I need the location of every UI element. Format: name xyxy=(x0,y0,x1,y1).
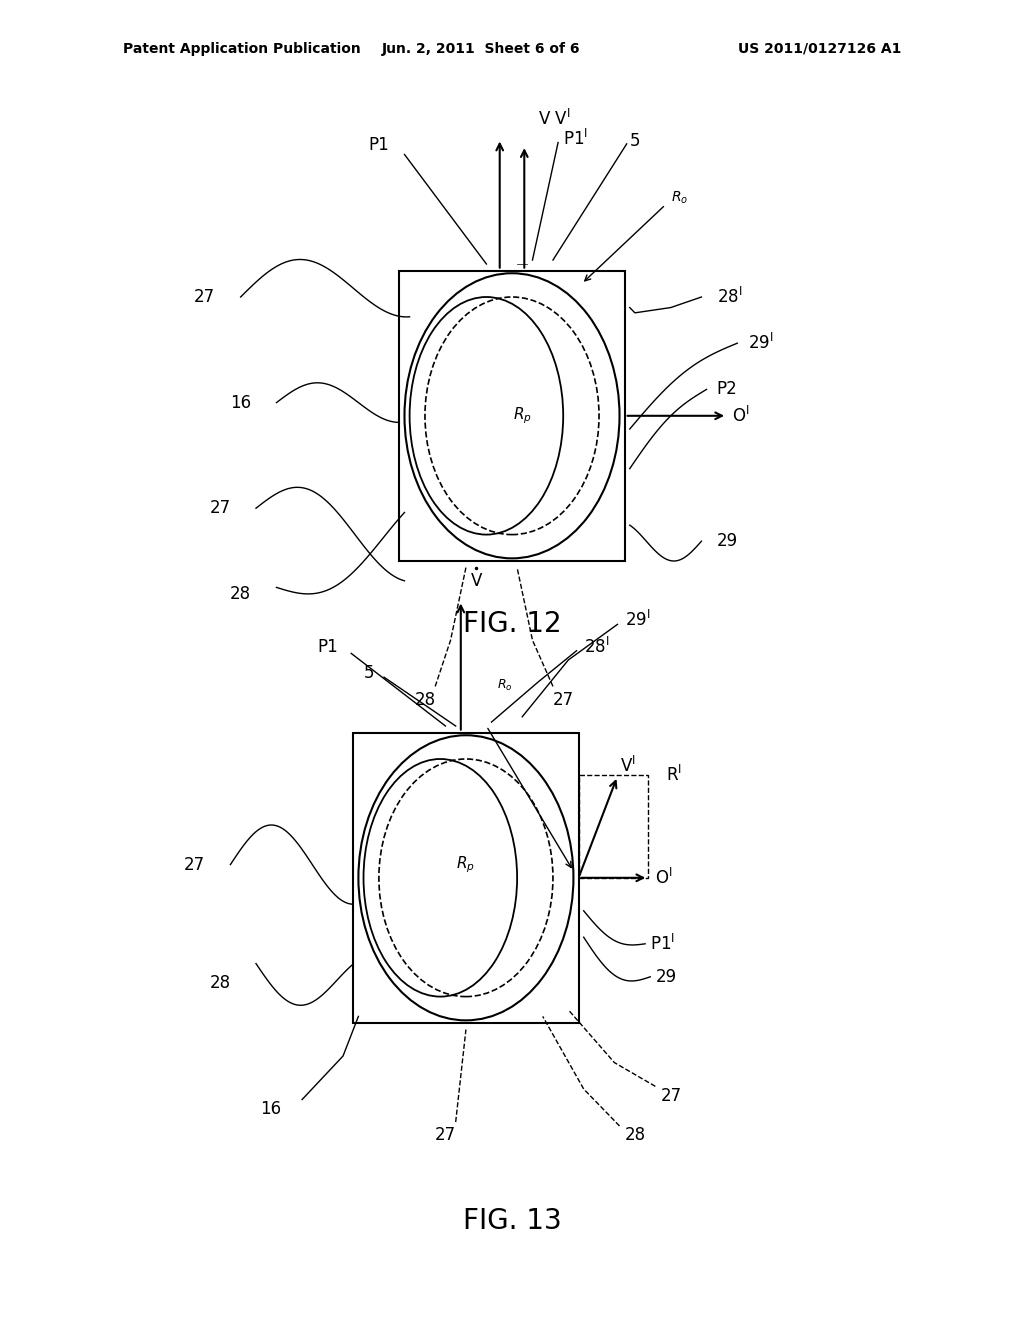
Text: 29: 29 xyxy=(655,968,677,986)
Text: 27: 27 xyxy=(553,690,573,709)
Text: 28$^\mathsf{I}$: 28$^\mathsf{I}$ xyxy=(584,636,609,657)
Text: 5: 5 xyxy=(364,664,374,682)
Text: 27: 27 xyxy=(194,288,215,306)
Text: Jun. 2, 2011  Sheet 6 of 6: Jun. 2, 2011 Sheet 6 of 6 xyxy=(382,42,581,55)
Text: 28: 28 xyxy=(209,974,230,993)
Text: $\mathit{R_p}$: $\mathit{R_p}$ xyxy=(513,405,531,426)
Text: 28: 28 xyxy=(229,585,251,603)
Text: Patent Application Publication: Patent Application Publication xyxy=(123,42,360,55)
Text: 29: 29 xyxy=(717,532,738,550)
Text: US 2011/0127126 A1: US 2011/0127126 A1 xyxy=(737,42,901,55)
Text: 29$^\mathsf{I}$: 29$^\mathsf{I}$ xyxy=(625,610,650,631)
Text: FIG. 12: FIG. 12 xyxy=(463,610,561,639)
Text: 16: 16 xyxy=(260,1100,282,1118)
Text: V V$^\mathsf{I}$: V V$^\mathsf{I}$ xyxy=(538,108,570,129)
Text: P1$^\mathsf{I}$: P1$^\mathsf{I}$ xyxy=(650,933,675,954)
Text: 5: 5 xyxy=(630,132,640,150)
Text: FIG. 13: FIG. 13 xyxy=(463,1206,561,1236)
Text: P1$^\mathsf{I}$: P1$^\mathsf{I}$ xyxy=(563,128,588,149)
Text: 29$^\mathsf{I}$: 29$^\mathsf{I}$ xyxy=(748,333,773,354)
Text: 28$^\mathsf{I}$: 28$^\mathsf{I}$ xyxy=(717,286,742,308)
Text: 28: 28 xyxy=(415,690,435,709)
Text: P1: P1 xyxy=(369,136,389,154)
Ellipse shape xyxy=(404,273,620,558)
Text: V$^\mathsf{I}$: V$^\mathsf{I}$ xyxy=(620,755,635,776)
Text: $\mathit{R_o}$: $\mathit{R_o}$ xyxy=(497,678,512,693)
Text: O$^\mathsf{I}$: O$^\mathsf{I}$ xyxy=(655,867,673,888)
Bar xyxy=(399,271,625,561)
Text: $\mathit{R_o}$: $\mathit{R_o}$ xyxy=(671,190,688,206)
Text: R$^\mathsf{I}$: R$^\mathsf{I}$ xyxy=(666,764,682,785)
Text: 27: 27 xyxy=(435,1126,456,1144)
Text: $\mathit{R_p}$: $\mathit{R_p}$ xyxy=(457,854,475,875)
Text: 28: 28 xyxy=(625,1126,646,1144)
Text: O$^\mathsf{I}$: O$^\mathsf{I}$ xyxy=(732,405,750,426)
Bar xyxy=(353,733,579,1023)
Text: 16: 16 xyxy=(229,393,251,412)
Bar xyxy=(579,775,648,878)
Text: V: V xyxy=(470,572,482,590)
Text: 27: 27 xyxy=(209,499,230,517)
Text: P2: P2 xyxy=(717,380,737,399)
Text: 27: 27 xyxy=(183,855,205,874)
Text: P1: P1 xyxy=(317,638,338,656)
Ellipse shape xyxy=(358,735,573,1020)
Text: 27: 27 xyxy=(660,1086,682,1105)
